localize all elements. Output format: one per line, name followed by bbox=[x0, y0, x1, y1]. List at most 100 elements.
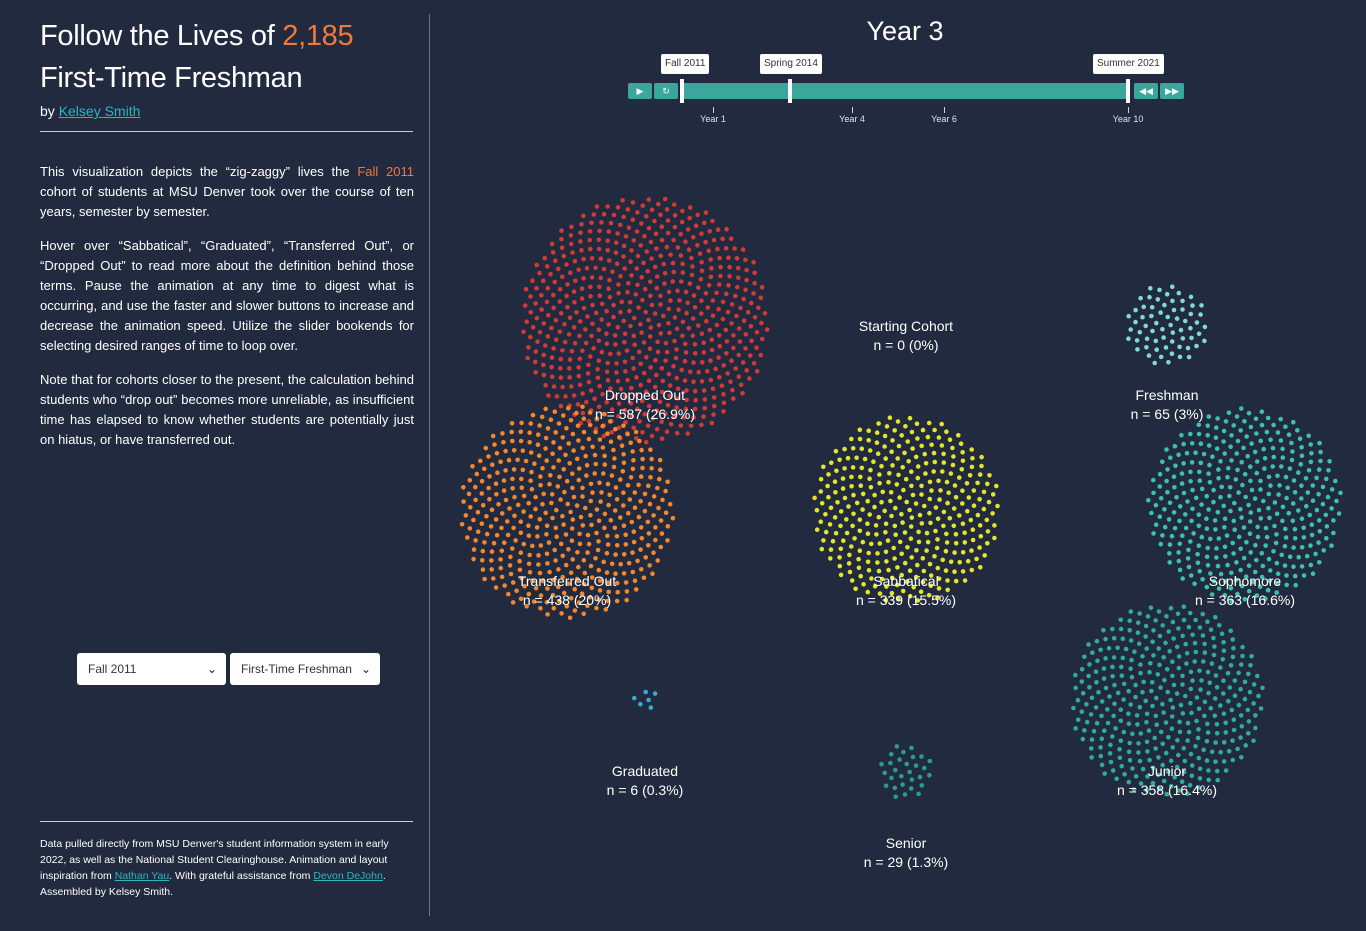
student-dot-junior bbox=[1135, 630, 1141, 635]
student-dot-sophomore bbox=[1228, 444, 1233, 450]
student-dot-dropped bbox=[541, 372, 547, 378]
student-dot-junior bbox=[1218, 703, 1223, 708]
student-dot-sophomore bbox=[1192, 581, 1197, 587]
student-dot-transferred bbox=[588, 498, 594, 504]
group-label-transferred-out[interactable]: Transferred Out n = 438 (20%) bbox=[467, 572, 667, 610]
page-title-line2: First-Time Freshman bbox=[40, 62, 303, 94]
student-dot-sophomore bbox=[1317, 560, 1322, 565]
student-dot-dropped bbox=[577, 319, 583, 324]
student-dot-sophomore bbox=[1221, 428, 1227, 434]
student-dot-sabbatical bbox=[853, 586, 858, 592]
student-dot-junior bbox=[1110, 626, 1115, 632]
student-dot-sabbatical bbox=[957, 475, 962, 480]
start-bookend-handle[interactable] bbox=[680, 79, 684, 103]
student-dot-dropped bbox=[659, 224, 665, 229]
student-dot-transferred bbox=[501, 478, 507, 483]
student-dot-junior bbox=[1127, 618, 1132, 623]
student-type-select[interactable]: First-Time Freshman ⌄ bbox=[230, 653, 380, 685]
student-dot-sophomore bbox=[1204, 584, 1210, 590]
student-dot-dropped bbox=[604, 341, 610, 346]
student-dot-sabbatical bbox=[893, 532, 898, 537]
student-dot-senior bbox=[902, 792, 908, 797]
student-dot-transferred bbox=[577, 541, 583, 547]
student-dot-sabbatical bbox=[880, 489, 885, 495]
student-dot-dropped bbox=[711, 412, 716, 417]
student-dot-transferred bbox=[578, 514, 584, 520]
student-dot-transferred bbox=[471, 547, 477, 552]
student-dot-dropped bbox=[670, 260, 676, 266]
student-dot-sophomore bbox=[1296, 508, 1301, 513]
restart-button[interactable]: ↻ bbox=[654, 83, 678, 99]
student-dot-sophomore bbox=[1318, 449, 1323, 455]
student-dot-junior bbox=[1176, 665, 1182, 671]
student-dot-dropped bbox=[714, 290, 719, 296]
student-dot-sophomore bbox=[1223, 579, 1228, 584]
student-dot-junior bbox=[1156, 646, 1161, 651]
term-select[interactable]: Fall 2011 ⌄ bbox=[77, 653, 226, 685]
group-label-sabbatical[interactable]: Sabbatical n = 339 (15.5%) bbox=[806, 572, 1006, 610]
student-dot-transferred bbox=[640, 465, 645, 471]
student-dot-sophomore bbox=[1151, 477, 1156, 483]
student-dot-dropped bbox=[606, 258, 612, 263]
student-dot-transferred bbox=[597, 578, 603, 583]
student-dot-transferred bbox=[563, 532, 569, 537]
group-label-dropped-out[interactable]: Dropped Out n = 587 (26.9%) bbox=[545, 386, 745, 424]
student-dot-freshman bbox=[1126, 336, 1131, 341]
nathan-yau-link[interactable]: Nathan Yau bbox=[114, 870, 170, 882]
student-dot-sophomore bbox=[1215, 563, 1221, 569]
slower-button[interactable]: ◀◀ bbox=[1134, 83, 1158, 99]
student-dot-junior bbox=[1221, 759, 1227, 764]
student-dot-sabbatical bbox=[889, 513, 894, 519]
student-dot-sophomore bbox=[1275, 473, 1280, 479]
student-dot-dropped bbox=[596, 358, 602, 363]
student-dot-sabbatical bbox=[872, 504, 877, 510]
faster-button[interactable]: ▶▶ bbox=[1160, 83, 1184, 99]
group-label-graduated[interactable]: Graduated n = 6 (0.3%) bbox=[545, 762, 745, 800]
student-dot-junior bbox=[1258, 706, 1264, 711]
student-dot-transferred bbox=[491, 576, 496, 581]
play-button[interactable]: ▶ bbox=[628, 83, 652, 99]
student-dot-sabbatical bbox=[950, 445, 955, 451]
author-link[interactable]: Kelsey Smith bbox=[58, 103, 141, 119]
student-dot-dropped bbox=[699, 268, 705, 274]
student-dot-junior bbox=[1144, 720, 1149, 725]
end-bookend-handle[interactable] bbox=[1126, 79, 1130, 103]
student-dot-sophomore bbox=[1158, 496, 1164, 501]
devon-dejohn-link[interactable]: Devon DeJohn bbox=[313, 870, 383, 882]
student-dot-dropped bbox=[717, 255, 722, 261]
student-dot-dropped bbox=[699, 311, 704, 316]
student-dot-dropped bbox=[716, 355, 721, 360]
student-dot-dropped bbox=[690, 333, 696, 339]
student-dot-junior bbox=[1226, 698, 1231, 704]
student-dot-transferred bbox=[480, 567, 486, 572]
student-dot-transferred bbox=[535, 442, 541, 448]
student-dot-dropped bbox=[621, 254, 626, 259]
student-dot-sabbatical bbox=[903, 476, 909, 482]
student-dot-transferred bbox=[561, 413, 566, 418]
student-dot-transferred bbox=[519, 575, 524, 581]
student-dot-sabbatical bbox=[892, 523, 898, 529]
student-dot-sophomore bbox=[1160, 533, 1165, 538]
student-dot-transferred bbox=[620, 469, 626, 474]
student-dot-transferred bbox=[639, 567, 644, 572]
student-dot-junior bbox=[1119, 664, 1124, 670]
student-dot-sabbatical bbox=[928, 573, 934, 578]
student-dot-junior bbox=[1167, 649, 1172, 654]
timeline-slider-track[interactable] bbox=[680, 83, 1130, 99]
student-dot-dropped bbox=[738, 305, 743, 311]
student-dot-dropped bbox=[617, 222, 623, 228]
student-dot-freshman bbox=[1144, 345, 1149, 350]
student-dot-sophomore bbox=[1199, 502, 1204, 507]
student-dot-transferred bbox=[569, 538, 575, 543]
student-dot-transferred bbox=[572, 586, 577, 592]
student-dot-junior bbox=[1126, 749, 1132, 755]
student-dot-sophomore bbox=[1189, 518, 1194, 524]
student-dot-dropped bbox=[754, 368, 760, 374]
student-dot-junior bbox=[1087, 684, 1092, 690]
student-dot-dropped bbox=[743, 287, 748, 293]
student-dot-dropped bbox=[559, 228, 564, 233]
student-dot-freshman bbox=[1165, 314, 1170, 320]
student-dot-sabbatical bbox=[935, 537, 940, 542]
student-dot-dropped bbox=[677, 298, 682, 303]
current-position-handle[interactable] bbox=[788, 79, 792, 103]
